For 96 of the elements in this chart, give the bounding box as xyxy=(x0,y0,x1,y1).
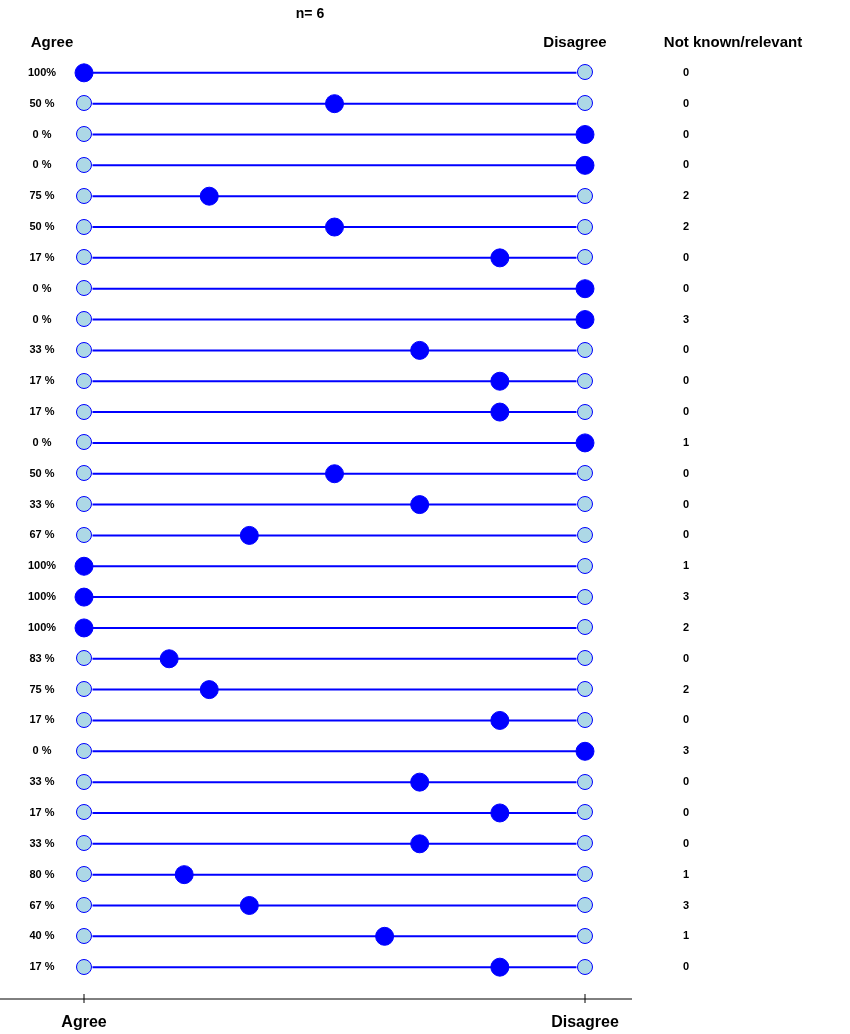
y-tick-label: 33 % xyxy=(29,343,55,356)
y-tick-label: 80 % xyxy=(29,867,55,880)
point xyxy=(325,94,344,114)
y-tick-label: 17 % xyxy=(29,374,55,387)
text: 0 xyxy=(682,775,690,788)
y-tick-label: 17 % xyxy=(29,806,55,818)
y-tick-label: 75 % xyxy=(29,189,55,202)
text: 3 xyxy=(682,312,690,325)
y-tick-label: 100% xyxy=(27,620,57,633)
point xyxy=(174,865,194,885)
point xyxy=(490,803,510,823)
text: 0 xyxy=(682,374,690,387)
text: Agree xyxy=(61,1013,107,1031)
point xyxy=(74,556,94,576)
y-tick-label: 17 % xyxy=(29,713,55,726)
text: 0 xyxy=(682,158,690,171)
text: Not known/relevant xyxy=(663,33,803,51)
point xyxy=(410,772,430,792)
text: 0 xyxy=(682,466,690,479)
chart-title: n= 6 xyxy=(295,4,325,21)
point xyxy=(410,340,430,360)
text: 0 xyxy=(682,250,690,263)
y-tick-label: 17 % xyxy=(29,405,55,418)
text: 1 xyxy=(682,559,690,572)
text: 3 xyxy=(682,590,690,603)
y-tick-label: 33 % xyxy=(29,836,55,849)
y-tick-label: 0 % xyxy=(32,127,52,140)
point xyxy=(575,125,595,145)
point xyxy=(74,63,94,83)
point xyxy=(490,248,510,268)
point xyxy=(490,371,510,391)
text: 2 xyxy=(682,620,690,633)
y-tick-label: 67 % xyxy=(29,898,55,911)
point xyxy=(375,926,395,946)
y-tick-label: 17 % xyxy=(29,960,55,973)
y-tick-label: 83 % xyxy=(29,651,55,664)
y-tick-label: 33 % xyxy=(29,775,55,788)
text: 3 xyxy=(682,744,690,757)
text: 0 xyxy=(682,281,690,294)
y-tick-label: 100% xyxy=(27,559,57,572)
point xyxy=(325,464,344,484)
text: Agree xyxy=(30,33,74,51)
point xyxy=(74,587,94,607)
point xyxy=(490,710,510,730)
y-tick-label: 50 % xyxy=(29,96,55,109)
point xyxy=(575,433,595,453)
text: 3 xyxy=(682,898,690,911)
y-tick-label: 0 % xyxy=(32,744,52,757)
point xyxy=(410,834,430,854)
point xyxy=(159,649,179,669)
point xyxy=(575,310,595,330)
text: 0 xyxy=(682,127,690,140)
text: 0 xyxy=(682,96,690,109)
text: 2 xyxy=(682,682,690,695)
text: 0 xyxy=(682,651,690,664)
point xyxy=(239,525,259,545)
point xyxy=(325,217,344,237)
text: 2 xyxy=(682,220,690,233)
y-tick-label: 0 % xyxy=(32,435,52,448)
point xyxy=(199,680,219,700)
text: 0 xyxy=(682,960,690,973)
text: 0 xyxy=(682,836,690,849)
text: 0 xyxy=(682,713,690,726)
y-tick-label: 50 % xyxy=(29,220,55,233)
y-tick-label: 100% xyxy=(27,590,57,603)
text: 0 xyxy=(682,343,690,356)
point xyxy=(239,895,259,915)
y-tick-label: 67 % xyxy=(29,528,55,541)
text: 0 xyxy=(682,497,690,510)
y-tick-label: 50 % xyxy=(29,466,55,479)
text: Disagree xyxy=(543,33,607,51)
text: 1 xyxy=(682,867,690,880)
y-tick-label: 0 % xyxy=(32,312,52,325)
point xyxy=(410,495,430,515)
y-tick-label: 75 % xyxy=(29,682,55,695)
text: 1 xyxy=(682,435,690,448)
point xyxy=(575,155,595,175)
y-tick-label: 100% xyxy=(27,65,57,78)
y-tick-label: 17 % xyxy=(29,250,55,263)
text: 2 xyxy=(682,189,690,202)
text: 1 xyxy=(682,929,690,942)
y-tick-label: 40 % xyxy=(29,929,55,942)
text: 0 xyxy=(682,65,690,78)
y-tick-label: 33 % xyxy=(29,497,55,510)
text: 0 xyxy=(682,806,690,818)
text: 0 xyxy=(682,405,690,418)
point xyxy=(575,741,595,761)
point xyxy=(575,279,595,299)
point xyxy=(199,186,219,206)
point xyxy=(490,957,510,977)
text: Disagree xyxy=(551,1013,619,1031)
point xyxy=(490,402,510,422)
point xyxy=(74,618,94,638)
y-tick-label: 0 % xyxy=(32,281,52,294)
y-tick-label: 0 % xyxy=(32,158,52,171)
text: 0 xyxy=(682,528,690,541)
